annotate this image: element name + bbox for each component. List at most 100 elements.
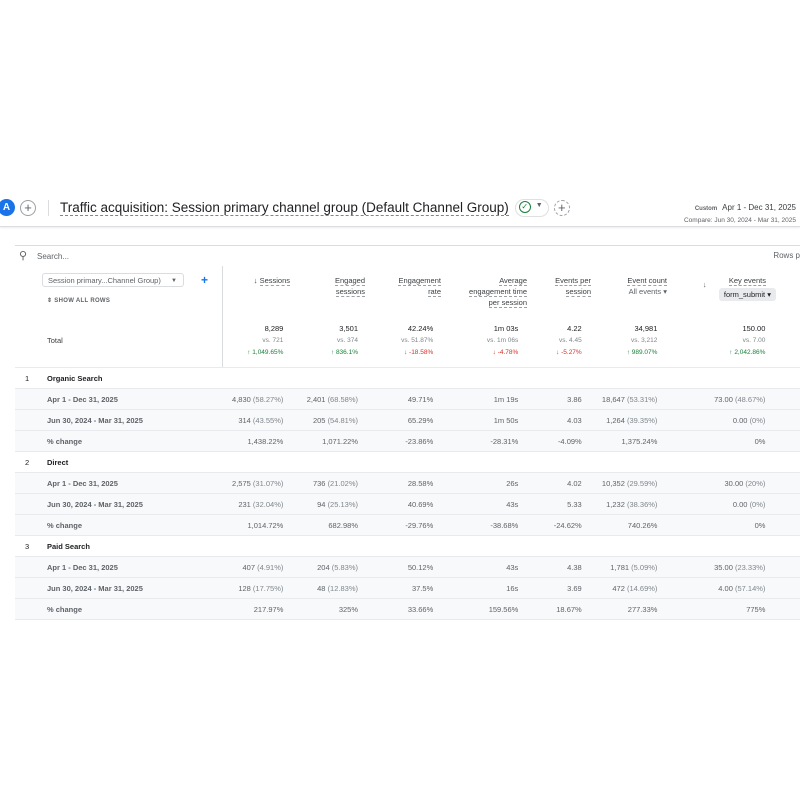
row-label: Jun 30, 2024 - Mar 31, 2025: [15, 577, 221, 599]
text: 277.33%: [627, 604, 658, 614]
table-cell: 65.29%: [363, 409, 439, 431]
text: (5.09%): [631, 562, 658, 572]
event-filter-dropdown[interactable]: All events ▾: [628, 287, 667, 296]
text: 314: [238, 415, 251, 425]
text: 150.00: [742, 324, 766, 333]
text: 205: [312, 415, 326, 425]
column-header[interactable]: ↓ Key events form_submit ▾: [703, 275, 776, 301]
rows-per-page-label[interactable]: Rows p: [773, 251, 800, 260]
table-cell: 1,232 (38.36%): [586, 493, 663, 515]
text: Events per: [555, 276, 591, 286]
report-status-dropdown[interactable]: ✓ ▼: [514, 199, 549, 217]
table-row-group[interactable]: 1 Organic Search: [15, 367, 800, 389]
table-row: Jun 30, 2024 - Mar 31, 2025 128 (17.75%) 4…: [15, 577, 800, 599]
text: 0.00: [732, 415, 748, 425]
search-bar: ⚲ Search... Rows p: [15, 245, 800, 267]
row-label: % change: [15, 514, 221, 536]
text: (23.33%): [734, 562, 766, 572]
show-all-rows-button[interactable]: ⇕ SHOW ALL ROWS: [47, 298, 111, 304]
text: 4.00: [718, 583, 733, 593]
column-header[interactable]: Events per session: [555, 275, 591, 297]
text: (53.31%): [626, 394, 658, 404]
table-cell: 1,014.72%: [220, 514, 289, 536]
page-title[interactable]: Traffic acquisition: Session primary cha…: [60, 200, 509, 216]
text: (39.35%): [626, 415, 658, 425]
text: (57.14%): [734, 583, 766, 593]
text: 28.58%: [407, 478, 434, 488]
row-label: Jun 30, 2024 - Mar 31, 2025: [15, 409, 221, 431]
text: 18,647: [601, 394, 625, 404]
table-cell: 0%: [662, 514, 771, 536]
column-header[interactable]: ↓ Sessions: [254, 275, 290, 286]
table-cell: 205 (54.81%): [288, 409, 363, 431]
add-comparison-button[interactable]: +: [20, 200, 36, 216]
column-header[interactable]: Engaged sessions: [334, 275, 365, 297]
text: 740.26%: [627, 520, 658, 530]
column-header[interactable]: Engagement rate: [398, 275, 441, 297]
table-cell: 325%: [288, 598, 363, 620]
table-cell: 4,830 (58.27%): [220, 388, 289, 410]
row-label: % change: [15, 430, 221, 452]
table-cell: 1,781 (5.09%): [586, 556, 663, 578]
table-row-group[interactable]: 3 Paid Search: [15, 535, 800, 557]
search-input[interactable]: Search...: [37, 252, 70, 261]
date-range-picker[interactable]: Custom Apr 1 - Dec 31, 2025 Compare: Jun …: [684, 202, 796, 227]
text: (4.91%): [257, 562, 284, 572]
text: 325%: [338, 604, 358, 614]
column-header[interactable]: Event count All events ▾: [627, 275, 667, 297]
text: (12.83%): [327, 583, 358, 593]
table-cell: 5.33: [523, 493, 587, 515]
avatar[interactable]: A: [0, 199, 15, 216]
table-cell: 1,375.24%: [586, 430, 663, 452]
text: vs. 4.45: [558, 337, 582, 344]
table-cell: 4.03: [523, 409, 587, 431]
table-cell: 2,575 (31.07%): [220, 472, 289, 494]
table-cell: 4.00 (57.14%): [662, 577, 771, 599]
table-header: Session primary...Channel Group) ▼ + ⇕ SH…: [15, 266, 800, 315]
text: 1,264: [606, 415, 625, 425]
column-header[interactable]: Average engagement time per session: [469, 275, 527, 308]
table-cell: 49.71%: [363, 388, 439, 410]
key-event-dropdown[interactable]: form_submit ▾: [718, 288, 776, 301]
text: (5.83%): [331, 562, 358, 572]
text: 217.97%: [253, 604, 284, 614]
text: vs. 1m 06s: [486, 337, 519, 344]
text: 37.5%: [411, 583, 434, 593]
data-table: Total 8,289 vs. 721 ↑ 1,049.65% 3,501 vs. 374…: [15, 315, 800, 620]
text: 49.71%: [407, 394, 434, 404]
text: 8,289: [264, 324, 284, 333]
text: Sessions: [259, 276, 290, 286]
text: sessions: [335, 287, 365, 297]
text: (48.67%): [734, 394, 766, 404]
row-index: 2: [25, 457, 30, 467]
table-cell: -4.09%: [523, 430, 587, 452]
table-cell: 314 (43.55%): [220, 409, 289, 431]
add-report-button[interactable]: +: [553, 200, 570, 216]
text: (25.13%): [327, 499, 358, 509]
table-row: % change 1,438.22% 1,071.22% -23.86% -28.31%…: [15, 430, 800, 452]
text: 35.00: [714, 562, 733, 572]
text: per session: [488, 298, 527, 308]
table-cell: 50.12%: [363, 556, 439, 578]
dimension-select[interactable]: Session primary...Channel Group) ▼: [42, 273, 184, 287]
table-row: % change 1,014.72% 682.98% -29.76% -38.68% -2…: [15, 514, 800, 536]
text: Event count: [627, 276, 667, 286]
text: session: [565, 287, 591, 297]
text: 4.03: [567, 415, 582, 425]
table-cell: 43s: [438, 493, 524, 515]
table-cell: 18,647 (53.31%): [586, 388, 663, 410]
text: vs. 374: [337, 337, 358, 344]
text: ↓ -5.27%: [556, 349, 582, 356]
table-row: % change 217.97% 325% 33.66% 159.56% 18.67% 27…: [15, 598, 800, 620]
table-cell: 736 (21.02%): [288, 472, 363, 494]
add-dimension-button[interactable]: +: [201, 273, 209, 287]
total-cell: 1m 03s vs. 1m 06s ↓ -4.78%: [438, 315, 524, 368]
row-label: Jun 30, 2024 - Mar 31, 2025: [15, 493, 221, 515]
table-row-group[interactable]: 2 Direct: [15, 451, 800, 473]
table-cell: 2,401 (68.58%): [288, 388, 363, 410]
table-cell: 4.02: [523, 472, 587, 494]
text: 50.12%: [407, 562, 434, 572]
table-row: Apr 1 - Dec 31, 2025 2,575 (31.07%) 736 (2…: [15, 472, 800, 494]
table-cell: 16s: [438, 577, 524, 599]
table-cell: 43s: [438, 556, 524, 578]
